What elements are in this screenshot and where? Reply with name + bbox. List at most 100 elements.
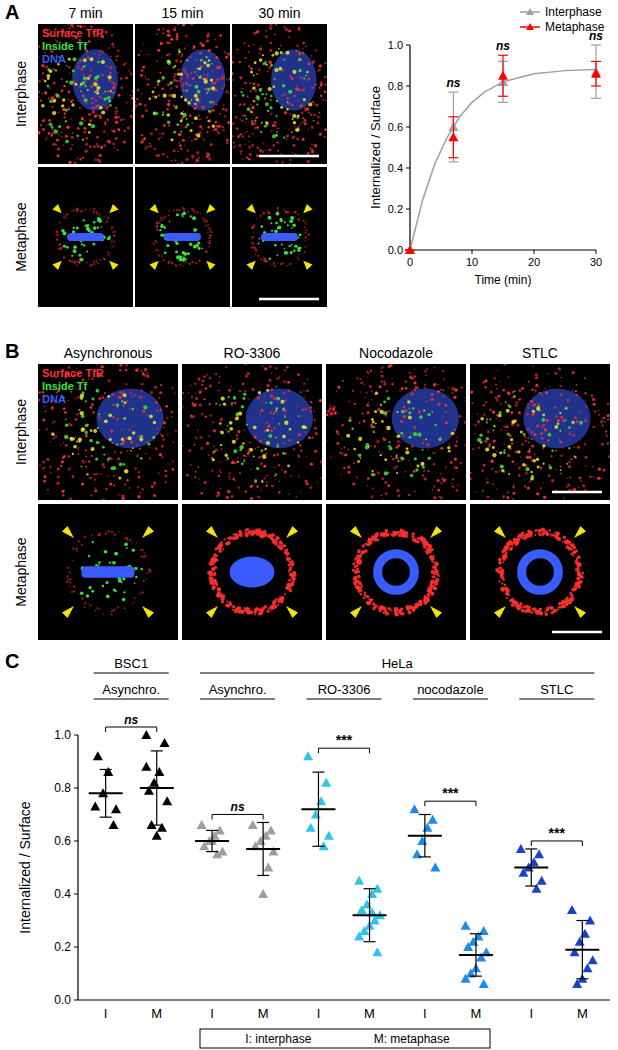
surface-spot [99, 417, 101, 419]
surface-spot [196, 211, 198, 213]
surface-spot [300, 450, 302, 452]
surface-spot [209, 234, 212, 237]
surface-spot [203, 219, 205, 221]
surface-spot [171, 411, 173, 413]
surface-spot [173, 105, 175, 107]
internal-spot [269, 106, 272, 109]
surface-spot [56, 234, 58, 236]
surface-spot [296, 405, 298, 407]
surface-spot [142, 66, 145, 69]
surface-spot [175, 159, 177, 161]
surface-spot [140, 74, 143, 77]
internal-spot [83, 219, 85, 221]
surface-spot [218, 381, 221, 384]
surface-spot [61, 78, 63, 80]
internal-spot [84, 98, 88, 102]
surface-spot [165, 470, 167, 472]
surface-spot [314, 144, 317, 147]
surface-spot [186, 73, 189, 76]
surface-spot [303, 382, 305, 384]
surface-spot [243, 42, 245, 44]
surface-spot [185, 82, 188, 85]
surface-spot [95, 364, 98, 365]
surface-spot [163, 217, 165, 219]
surface-spot [161, 57, 162, 58]
surface-spot [253, 231, 254, 232]
surface-spot [310, 55, 312, 57]
internal-spot [71, 103, 74, 106]
internal-spot [298, 69, 301, 72]
surface-spot [279, 481, 280, 482]
channel-label: Inside Tf [42, 40, 88, 52]
internal-spot [101, 226, 103, 228]
surface-spot [255, 116, 258, 119]
surface-spot [53, 437, 55, 439]
surface-spot [194, 107, 197, 110]
surface-spot [239, 390, 241, 392]
surface-spot [101, 260, 102, 261]
internal-spot [124, 401, 127, 404]
surface-spot [211, 109, 214, 112]
surface-spot [59, 243, 61, 245]
internal-spot [176, 213, 179, 216]
surface-spot [39, 429, 41, 431]
surface-spot [91, 102, 94, 105]
surface-spot [253, 83, 256, 86]
surface-spot [267, 151, 269, 153]
surface-spot [59, 222, 61, 224]
surface-spot [116, 59, 118, 61]
internal-spot [41, 104, 45, 108]
surface-spot [85, 428, 86, 429]
surface-spot [119, 369, 122, 372]
surface-spot [42, 419, 45, 422]
surface-spot [38, 436, 39, 438]
chromosomes [67, 233, 104, 241]
surface-spot [284, 470, 287, 473]
surface-spot [135, 101, 136, 103]
surface-spot [318, 68, 321, 71]
internal-spot [295, 128, 298, 131]
surface-spot [237, 461, 238, 462]
surface-spot [320, 95, 322, 97]
surface-spot [253, 226, 255, 228]
surface-spot [273, 262, 275, 264]
internal-spot [275, 222, 278, 225]
surface-spot [168, 214, 170, 216]
surface-spot [185, 35, 188, 38]
surface-spot [201, 384, 203, 386]
surface-spot [108, 133, 109, 134]
internal-spot [93, 221, 96, 224]
surface-spot [155, 402, 158, 405]
internal-spot [281, 244, 283, 246]
surface-spot [117, 94, 120, 97]
surface-spot [141, 134, 143, 136]
surface-spot [182, 207, 184, 209]
surface-spot [126, 479, 128, 481]
surface-spot [115, 107, 117, 109]
internal-spot [210, 79, 213, 82]
internal-spot [154, 96, 157, 99]
surface-spot [240, 150, 242, 152]
surface-spot [284, 111, 287, 114]
surface-spot [304, 221, 306, 223]
surface-spot [315, 103, 318, 106]
surface-spot [145, 453, 146, 454]
surface-spot [116, 117, 118, 119]
surface-spot [305, 122, 307, 124]
internal-spot [87, 89, 89, 91]
surface-spot [272, 124, 275, 127]
surface-spot [47, 489, 49, 491]
surface-spot [304, 246, 306, 248]
surface-spot [147, 146, 149, 148]
surface-spot [251, 106, 254, 109]
surface-spot [191, 155, 194, 158]
surface-spot [247, 95, 249, 97]
internal-spot [174, 65, 176, 67]
internal-spot [306, 71, 309, 74]
surface-spot [136, 444, 138, 446]
internal-spot [85, 431, 88, 434]
surface-spot [264, 439, 265, 440]
surface-spot [206, 41, 207, 42]
internal-spot [152, 436, 155, 439]
internal-spot [97, 220, 99, 222]
